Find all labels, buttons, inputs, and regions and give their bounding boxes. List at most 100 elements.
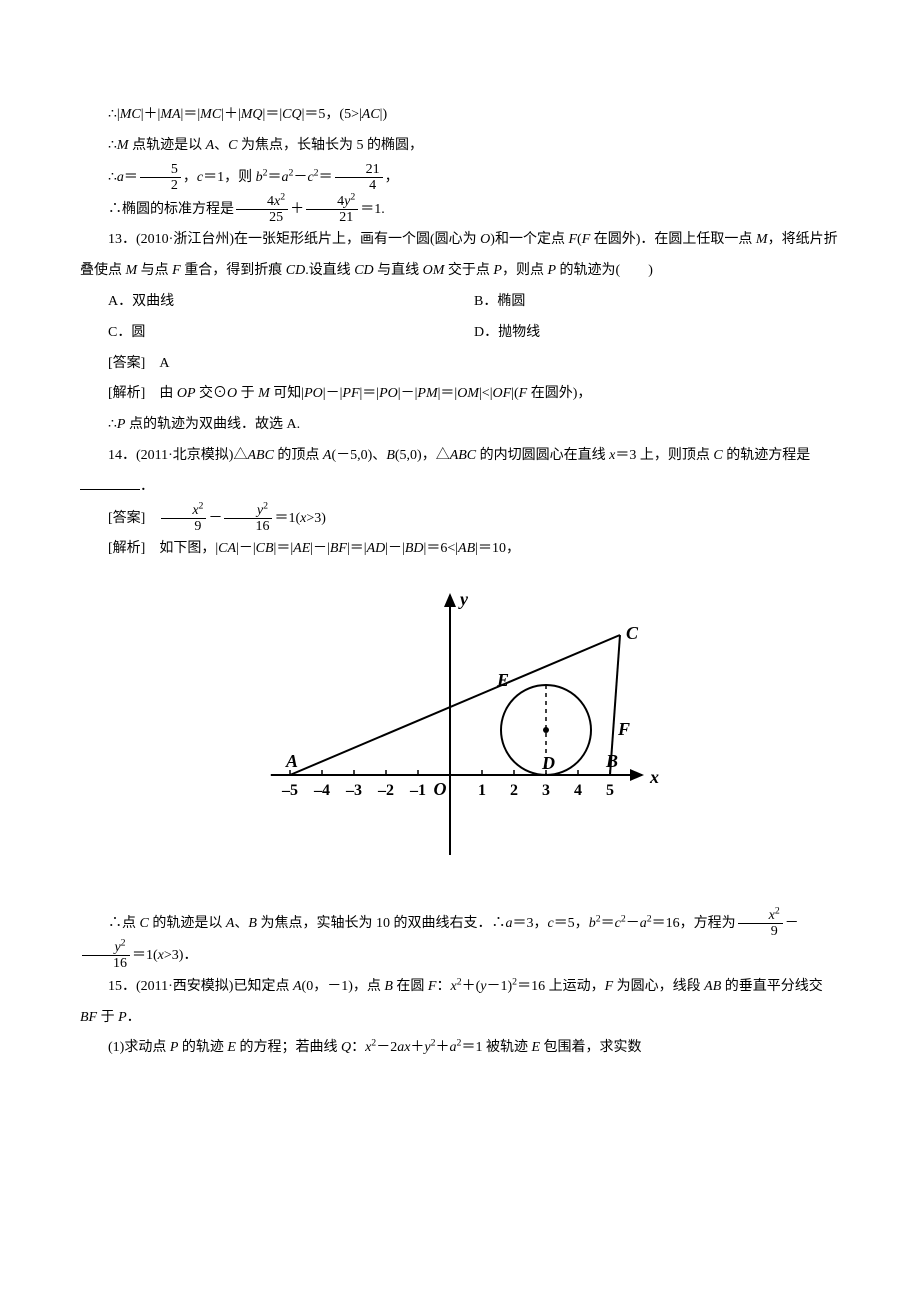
var-m: M	[756, 232, 768, 247]
sup: 2	[775, 905, 780, 916]
text: ＝1(	[274, 511, 300, 526]
svg-text:A: A	[285, 751, 298, 771]
q13-options-row2: C．圆 D．抛物线	[80, 318, 840, 349]
var-a: A	[293, 979, 302, 994]
text: 的轨迹方程是	[723, 448, 811, 463]
q14-figure: –5–4–3–2–112345OxyABCDEF	[80, 575, 840, 888]
q13-options-row1: A．双曲线 B．椭圆	[80, 287, 840, 318]
svg-text:F: F	[617, 719, 630, 739]
denominator: 9	[161, 519, 206, 534]
option-c: C．圆	[108, 318, 474, 349]
text: |)	[380, 107, 387, 122]
text: 交⊙	[196, 386, 228, 401]
var-b: B	[248, 916, 257, 931]
text: |＝5，(5>|	[302, 107, 362, 122]
denominator: 16	[82, 956, 130, 971]
var-c: C	[228, 138, 237, 153]
var-ae: AE	[293, 541, 310, 556]
var-e: E	[531, 1040, 540, 1055]
text: ＝16，方程为	[652, 916, 736, 931]
denominator: 9	[738, 924, 783, 939]
text: 于	[97, 1010, 118, 1025]
text: 可知|	[270, 386, 304, 401]
svg-text:C: C	[626, 623, 639, 643]
var-f: F	[568, 232, 577, 247]
text: 为圆心，线段	[613, 979, 704, 994]
text: －	[293, 170, 307, 185]
text: 与点	[137, 263, 172, 278]
var-a: a	[117, 170, 124, 185]
var-cb: CB	[256, 541, 274, 556]
fill-blank	[80, 475, 140, 490]
denominator: 2	[140, 178, 181, 193]
text: [解析] 如下图，|	[108, 541, 218, 556]
q14-answer: [答案] x29－y216＝1(x>3)	[80, 503, 840, 535]
frac-x2-9: x29	[161, 503, 206, 535]
numerator: 5	[140, 162, 181, 178]
text: 为焦点，实轴长为 10 的双曲线右支．∴	[257, 916, 506, 931]
svg-text:–1: –1	[409, 782, 426, 799]
var-mq: MQ	[241, 107, 263, 122]
var-e: E	[227, 1040, 236, 1055]
text: |＝|	[360, 386, 380, 401]
text: ＝1.	[360, 202, 385, 217]
var-c: C	[713, 448, 722, 463]
numerator: 4x2	[236, 194, 288, 210]
numerator: y2	[82, 940, 130, 956]
text: 与直线	[374, 263, 423, 278]
var-m: M	[258, 386, 270, 401]
text: ＝	[601, 916, 615, 931]
var-f: F	[172, 263, 181, 278]
svg-text:5: 5	[606, 782, 614, 799]
text: |<|	[479, 386, 493, 401]
q13-answer: [答案] A	[80, 349, 840, 380]
q14-conclusion: ∴点 C 的轨迹是以 A、B 为焦点，实轴长为 10 的双曲线右支．∴a＝3，c…	[80, 908, 840, 972]
text: ，	[385, 170, 399, 185]
text: 的垂直平分线交	[721, 979, 823, 994]
text: ＝1(	[132, 948, 158, 963]
text: 在圆外)，	[527, 386, 591, 401]
var-abc: ABC	[247, 448, 273, 463]
triangle-incircle-diagram: –5–4–3–2–112345OxyABCDEF	[250, 575, 670, 875]
text: 15．(2011·西安模拟)已知定点	[108, 979, 293, 994]
denominator: 4	[335, 178, 383, 193]
sup: 2	[121, 937, 126, 948]
svg-text:B: B	[605, 751, 618, 771]
text: 交于点	[444, 263, 493, 278]
text: ∴|	[108, 107, 120, 122]
svg-text:O: O	[434, 779, 447, 799]
text: ，则点	[502, 263, 548, 278]
numerator: x2	[738, 908, 783, 924]
text: 点的轨迹为双曲线．故选 A.	[125, 417, 300, 432]
var-cq: CQ	[282, 107, 301, 122]
frac-4x2-25: 4x225	[236, 194, 288, 226]
text: .设直线	[305, 263, 354, 278]
text: 的顶点	[274, 448, 323, 463]
intro-line3: ∴a＝52，c＝1，则 b2＝a2－c2＝214，	[80, 162, 840, 194]
text: [解析] 由	[108, 386, 177, 401]
sup: 2	[199, 500, 204, 511]
svg-text:2: 2	[510, 782, 518, 799]
var-ax: ax	[397, 1040, 410, 1055]
text: 于	[237, 386, 258, 401]
text: 重合，得到折痕	[181, 263, 286, 278]
text: ＋	[410, 1040, 424, 1055]
frac-4y2-21: 4y221	[306, 194, 358, 226]
var-cd: CD	[354, 263, 373, 278]
var-f: F	[605, 979, 614, 994]
sup: 2	[350, 191, 355, 202]
text: ＋	[436, 1040, 450, 1055]
var-bd: BD	[405, 541, 424, 556]
var-p: P	[547, 263, 556, 278]
q13-stem: 13．(2010·浙江台州)在一张矩形纸片上，画有一个圆(圆心为 O)和一个定点…	[80, 225, 840, 287]
text: |－|	[236, 541, 256, 556]
var-p: P	[493, 263, 502, 278]
var-bf: BF	[330, 541, 347, 556]
text: ＋(	[462, 979, 481, 994]
frac-y2-16: y216	[82, 940, 130, 972]
var-abc: ABC	[450, 448, 476, 463]
text: 的内切圆圆心在直线	[476, 448, 609, 463]
intro-line4: ∴椭圆的标准方程是4x225＋4y221＝1.	[80, 194, 840, 226]
var-cd: CD	[286, 263, 305, 278]
var-m: M	[117, 138, 129, 153]
